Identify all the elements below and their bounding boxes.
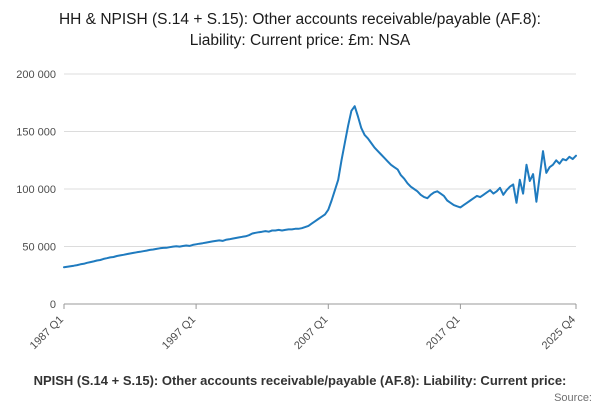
chart-svg: 0 50 000 100 000 150 000 200 000 1987 Q1… (16, 69, 578, 352)
y-axis-label: 200 000 (16, 69, 56, 81)
x-tick-marks (63, 304, 577, 309)
x-axis-label: 2025 Q4 (540, 314, 578, 352)
chart-title: HH & NPISH (S.14 + S.15): Other accounts… (58, 11, 541, 49)
y-axis-label: 150 000 (16, 127, 56, 139)
gridlines (64, 73, 576, 247)
y-axis-label: 100 000 (16, 184, 56, 196)
x-axis-label: 2007 Q1 (292, 314, 330, 352)
data-series-line (63, 105, 577, 269)
chart-area: 0 50 000 100 000 150 000 200 000 1987 Q1… (0, 62, 600, 362)
x-axis-label: 1997 Q1 (160, 314, 198, 352)
x-axis-label: 2017 Q1 (424, 314, 462, 352)
footer-caption: NPISH (S.14 + S.15): Other accounts rece… (33, 373, 567, 388)
y-axis-label: 0 (50, 299, 56, 311)
source-label: Source: (554, 392, 592, 404)
x-axis-label: 1987 Q1 (28, 314, 66, 352)
y-axis-label: 50 000 (22, 242, 56, 254)
